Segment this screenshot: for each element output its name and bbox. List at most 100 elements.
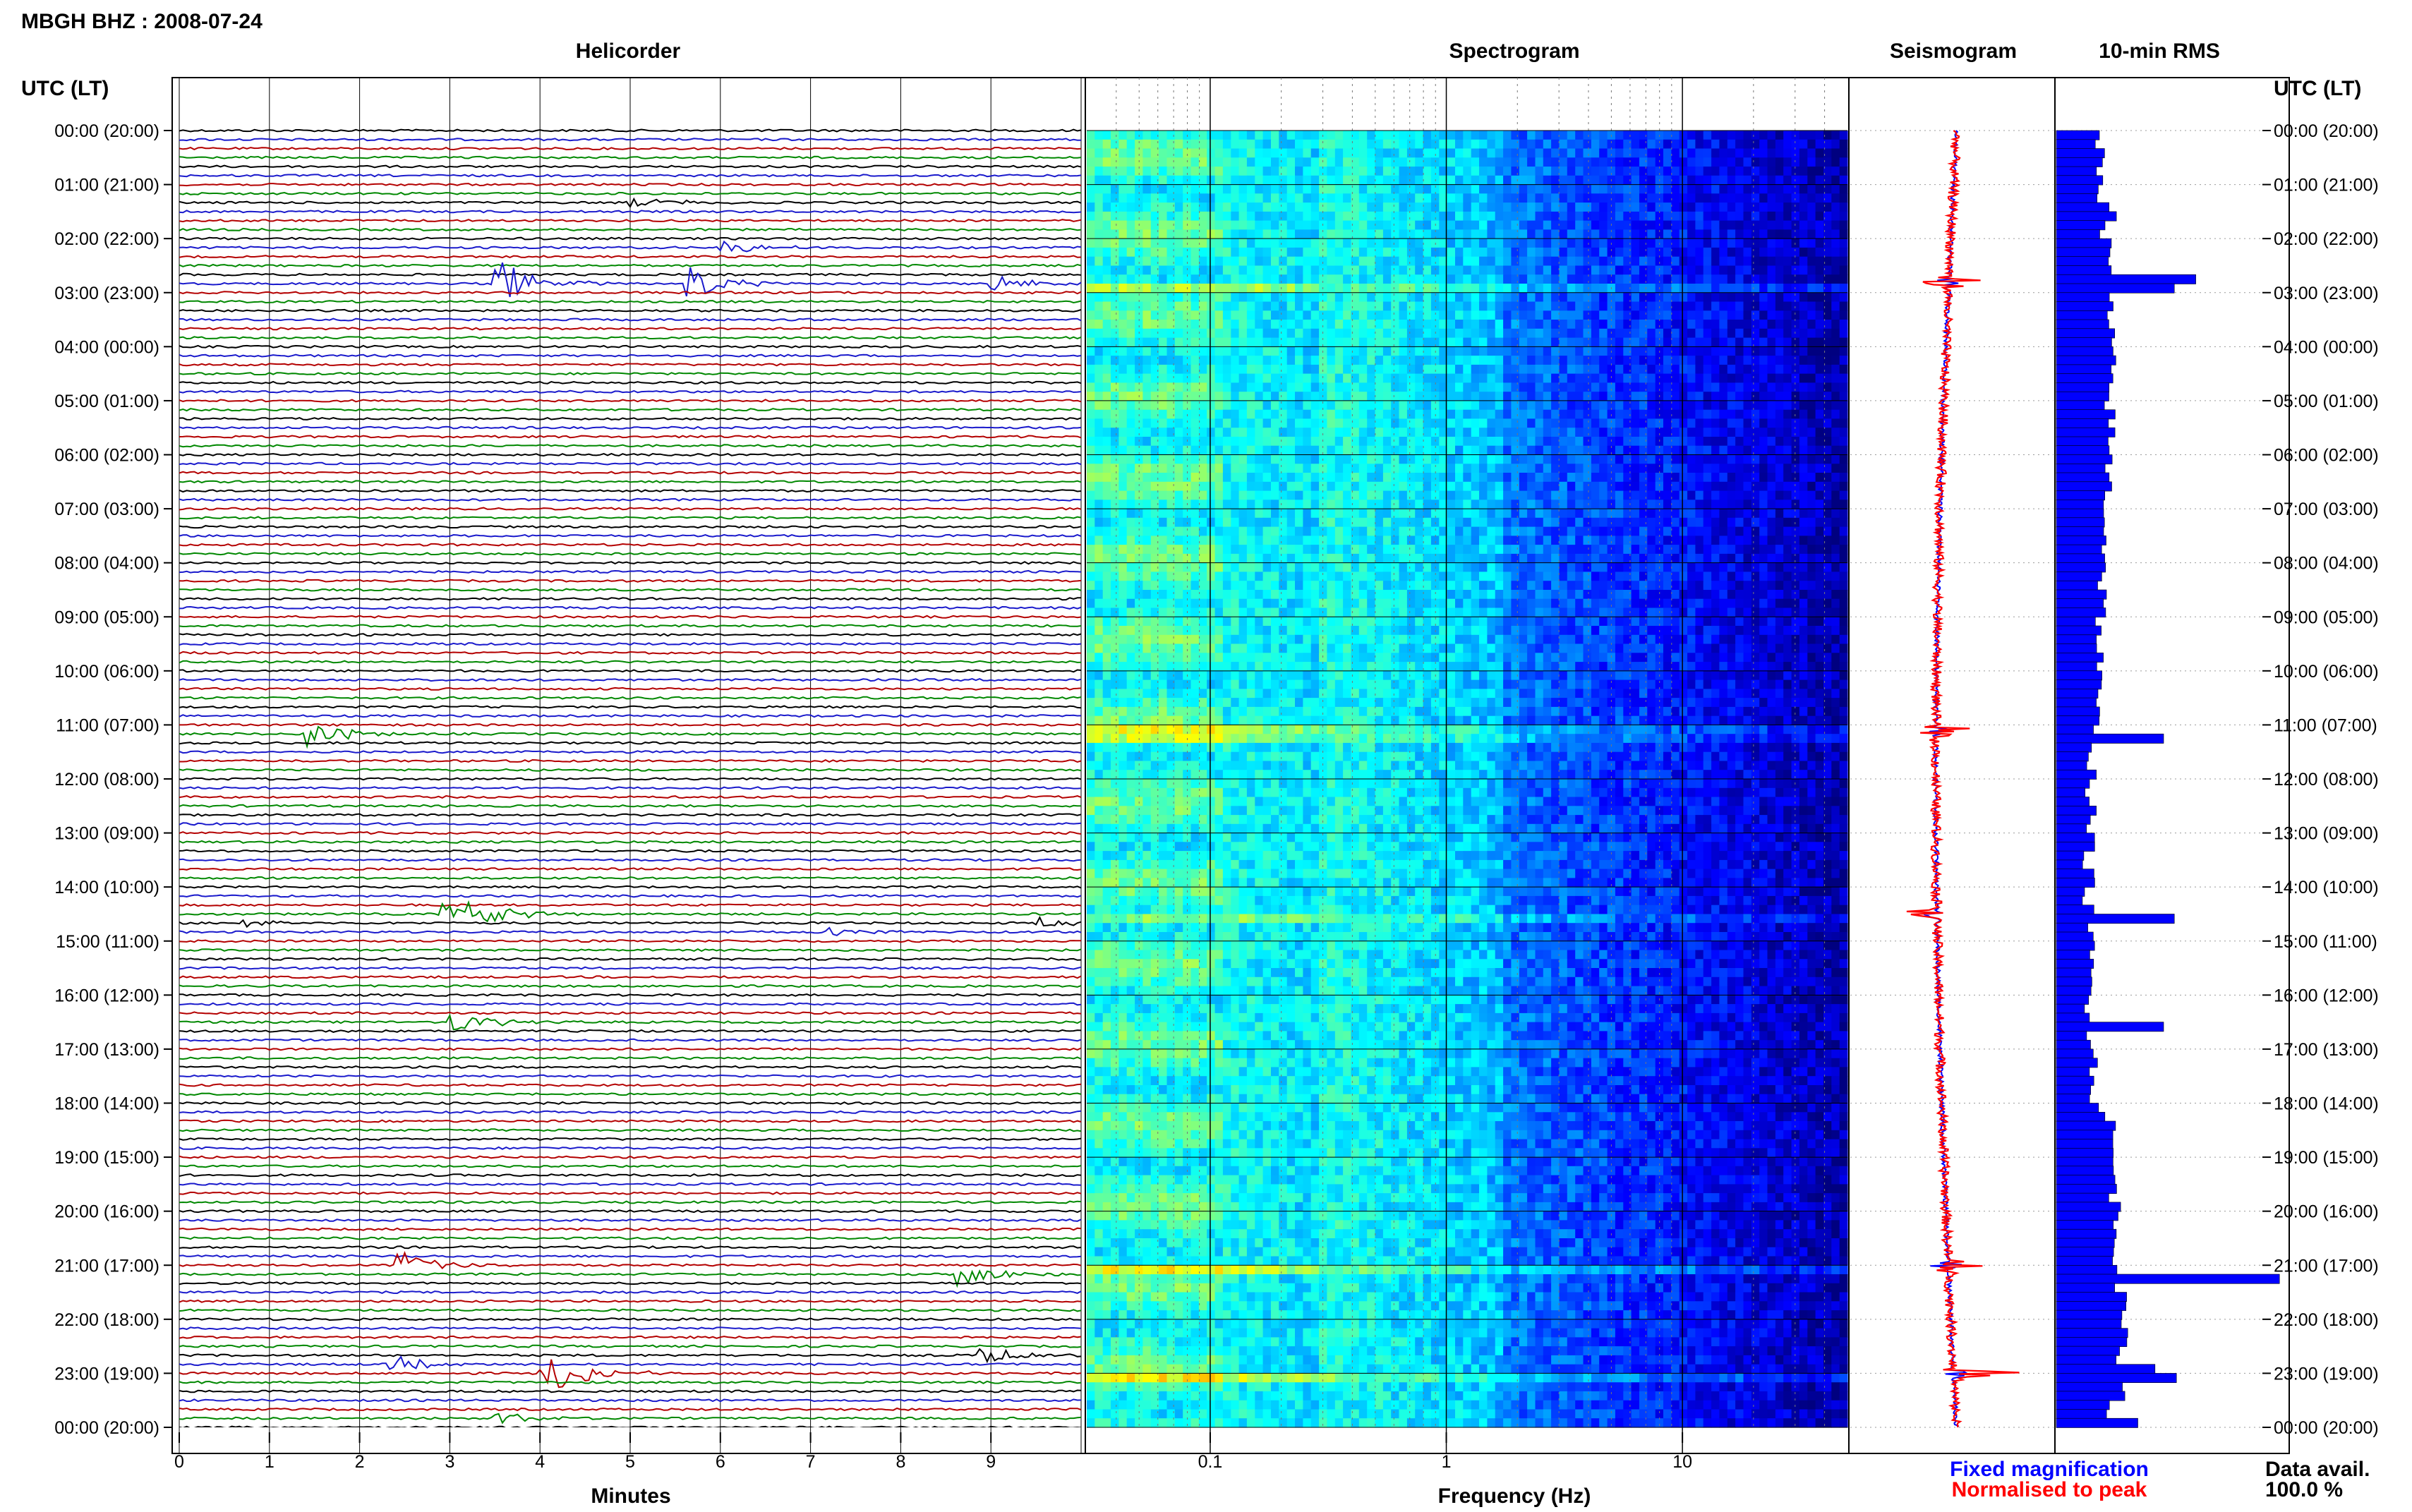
spectrogram-cell <box>1671 229 1680 238</box>
spectrogram-cell <box>1447 418 1456 428</box>
spectrogram-cell <box>1399 293 1408 302</box>
spectrogram-cell <box>1647 320 1656 329</box>
spectrogram-cell <box>1632 338 1640 347</box>
spectrogram-cell <box>1103 284 1111 293</box>
spectrogram-cell <box>1704 374 1712 383</box>
spectrogram-cell <box>1816 149 1824 158</box>
spectrogram-cell <box>1536 428 1544 437</box>
spectrogram-cell <box>1359 193 1368 202</box>
spectrogram-cell <box>1519 185 1528 194</box>
spectrogram-cell <box>1343 238 1351 248</box>
spectrogram-cell <box>1295 185 1303 194</box>
spectrogram-cell <box>1142 149 1151 158</box>
spectrogram-cell <box>1479 293 1488 302</box>
spectrogram-cell <box>1343 140 1351 149</box>
spectrogram-cell <box>1656 418 1664 428</box>
spectrogram-cell <box>1191 176 1200 185</box>
spectrogram-cell <box>1711 212 1720 221</box>
spectrogram-cell <box>1487 410 1495 419</box>
spectrogram-cell <box>1735 257 1744 266</box>
spectrogram-cell <box>1287 212 1296 221</box>
spectrogram-cell <box>1775 374 1784 383</box>
spectrogram-cell <box>1463 274 1471 284</box>
spectrogram-cell <box>1391 571 1399 581</box>
spectrogram-cell <box>1239 293 1248 302</box>
spectrogram-cell <box>1551 329 1560 338</box>
spectrogram-cell <box>1768 229 1776 238</box>
spectrogram-cell <box>1656 374 1664 383</box>
spectrogram-cell <box>1423 149 1432 158</box>
spectrogram-cell <box>1391 149 1399 158</box>
spectrogram-cell <box>1695 571 1704 581</box>
spectrogram-cell <box>1560 455 1568 464</box>
spectrogram-cell <box>1495 527 1504 536</box>
spectrogram-cell <box>1199 571 1207 581</box>
spectrogram-cell <box>1831 320 1840 329</box>
spectrogram-cell <box>1680 518 1688 527</box>
spectrogram-cell <box>1351 473 1360 482</box>
spectrogram-cell <box>1487 382 1495 392</box>
spectrogram-cell <box>1111 346 1119 356</box>
spectrogram-cell <box>1287 401 1296 410</box>
spectrogram-cell <box>1087 302 1095 311</box>
spectrogram-cell <box>1311 473 1320 482</box>
spectrogram-cell <box>1567 509 1576 518</box>
spectrogram-cell <box>1103 131 1111 140</box>
spectrogram-cell <box>1095 473 1103 482</box>
spectrogram-cell <box>1327 185 1335 194</box>
spectrogram-cell <box>1142 346 1151 356</box>
spectrogram-cell <box>1215 310 1224 320</box>
spectrogram-cell <box>1759 338 1768 347</box>
spectrogram-cell <box>1567 464 1576 473</box>
spectrogram-cell <box>1543 382 1552 392</box>
spectrogram-cell <box>1239 257 1248 266</box>
spectrogram-cell <box>1735 509 1744 518</box>
spectrogram-cell <box>1519 284 1528 293</box>
spectrogram-cell <box>1543 500 1552 509</box>
spectrogram-cell <box>1519 302 1528 311</box>
spectrogram-cell <box>1511 248 1519 257</box>
spectrogram-cell <box>1495 266 1504 275</box>
spectrogram-cell <box>1639 293 1648 302</box>
spectrogram-cell <box>1543 310 1552 320</box>
spectrogram-cell <box>1615 185 1624 194</box>
spectrogram-cell <box>1632 392 1640 401</box>
spectrogram-cell <box>1719 527 1727 536</box>
spectrogram-cell <box>1279 382 1287 392</box>
spectrogram-cell <box>1142 185 1151 194</box>
spectrogram-cell <box>1415 527 1423 536</box>
spectrogram-cell <box>1295 302 1303 311</box>
spectrogram-cell <box>1142 446 1151 455</box>
spectrogram-cell <box>1159 221 1167 230</box>
spectrogram-cell <box>1087 491 1095 500</box>
spectrogram-cell <box>1239 464 1248 473</box>
spectrogram-cell <box>1255 257 1263 266</box>
spectrogram-cell <box>1551 464 1560 473</box>
spectrogram-cell <box>1447 167 1456 176</box>
spectrogram-cell <box>1118 563 1127 572</box>
spectrogram-cell <box>1599 437 1608 446</box>
spectrogram-cell <box>1591 554 1600 563</box>
spectrogram-cell <box>1567 581 1576 590</box>
spectrogram-cell <box>1095 185 1103 194</box>
spectrogram-cell <box>1711 392 1720 401</box>
spectrogram-cell <box>1551 248 1560 257</box>
spectrogram-cell <box>1719 167 1727 176</box>
spectrogram-cell <box>1455 229 1464 238</box>
spectrogram-cell <box>1816 410 1824 419</box>
spectrogram-cell <box>1503 193 1512 202</box>
spectrogram-cell <box>1831 428 1840 437</box>
spectrogram-cell <box>1215 374 1224 383</box>
spectrogram-cell <box>1831 284 1840 293</box>
spectrogram-cell <box>1831 310 1840 320</box>
spectrogram-cell <box>1223 310 1231 320</box>
spectrogram-cell <box>1111 176 1119 185</box>
spectrogram-cell <box>1359 176 1368 185</box>
spectrogram-cell <box>1632 482 1640 491</box>
spectrogram-cell <box>1823 202 1832 212</box>
spectrogram-cell <box>1711 302 1720 311</box>
spectrogram-cell <box>1175 374 1183 383</box>
spectrogram-cell <box>1463 338 1471 347</box>
spectrogram-cell <box>1783 374 1792 383</box>
spectrogram-cell <box>1399 229 1408 238</box>
